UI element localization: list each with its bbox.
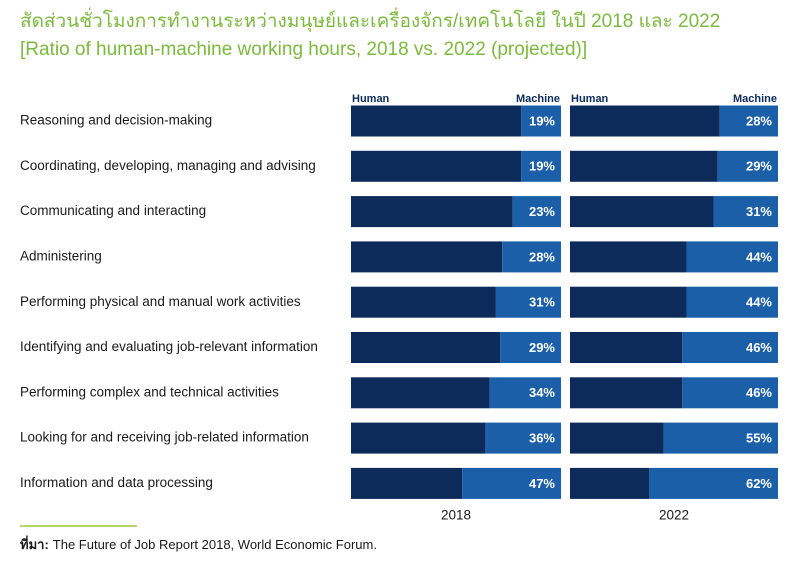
category-label: Coordinating, developing, managing and a… — [20, 158, 316, 173]
machine-bar — [719, 105, 778, 137]
value-label: 46% — [746, 340, 772, 355]
human-bar — [570, 286, 687, 318]
machine-bar — [485, 422, 561, 454]
machine-bar — [462, 467, 561, 499]
machine-bar — [489, 377, 561, 409]
value-label: 28% — [746, 113, 772, 128]
machine-bar — [521, 150, 561, 182]
human-bar — [351, 377, 490, 409]
legend-human: Human — [352, 93, 390, 105]
machine-bar — [713, 196, 778, 228]
human-bar — [570, 105, 720, 137]
category-label: Performing physical and manual work acti… — [20, 294, 301, 309]
value-label: 31% — [529, 295, 555, 310]
value-label: 44% — [746, 249, 772, 264]
human-bar — [570, 332, 683, 363]
value-label: 34% — [529, 385, 555, 400]
category-label: Reasoning and decision-making — [20, 113, 212, 128]
machine-bar — [682, 332, 778, 363]
category-label: Information and data processing — [20, 475, 213, 490]
chart-subtitle: [Ratio of human-machine working hours, 2… — [20, 39, 587, 60]
source-label: ที่มา: — [20, 535, 49, 552]
category-label: Administering — [20, 248, 102, 263]
source: ที่มา: The Future of Job Report 2018, Wor… — [20, 535, 377, 552]
human-bar — [351, 241, 503, 273]
category-label: Performing complex and technical activit… — [20, 384, 279, 399]
panel-label: 2018 — [441, 508, 471, 523]
machine-bar — [512, 196, 561, 228]
value-label: 28% — [529, 249, 555, 264]
value-label: 46% — [746, 385, 772, 400]
machine-bar — [686, 241, 778, 273]
category-label: Communicating and interacting — [20, 203, 206, 218]
value-label: 29% — [529, 340, 555, 355]
machine-bar — [663, 422, 778, 454]
machine-bar — [686, 286, 778, 318]
value-label: 31% — [746, 204, 772, 219]
value-label: 19% — [529, 159, 555, 174]
value-label: 55% — [746, 431, 772, 446]
human-bar — [570, 422, 664, 454]
machine-bar — [717, 150, 778, 182]
machine-bar — [495, 286, 561, 318]
value-label: 29% — [746, 159, 772, 174]
source-text: The Future of Job Report 2018, World Eco… — [53, 537, 377, 552]
panel-label: 2022 — [659, 508, 689, 523]
human-bar — [351, 467, 463, 499]
human-bar — [351, 150, 522, 182]
legend-human: Human — [571, 93, 609, 105]
human-bar — [351, 286, 496, 318]
legend-machine: Machine — [733, 93, 777, 105]
category-label: Looking for and receiving job-related in… — [20, 430, 309, 445]
human-bar — [570, 196, 714, 228]
category-label: Identifying and evaluating job-relevant … — [20, 339, 318, 354]
machine-bar — [502, 241, 561, 273]
human-bar — [351, 422, 486, 454]
machine-bar — [649, 467, 778, 499]
human-bar — [351, 105, 522, 137]
value-label: 47% — [529, 476, 555, 491]
human-bar — [570, 377, 683, 409]
human-bar — [570, 241, 687, 273]
value-label: 36% — [529, 431, 555, 446]
value-label: 44% — [746, 295, 772, 310]
machine-bar — [682, 377, 778, 409]
value-label: 23% — [529, 204, 555, 219]
machine-bar — [500, 332, 561, 363]
human-bar — [351, 196, 513, 228]
legend-machine: Machine — [516, 93, 560, 105]
machine-bar — [521, 105, 561, 137]
value-label: 62% — [746, 476, 772, 491]
value-label: 19% — [529, 113, 555, 128]
chart-title: สัดส่วนชั่วโมงการทำงานระหว่างมนุษย์และเค… — [20, 7, 720, 33]
human-bar — [570, 467, 650, 499]
human-bar — [351, 332, 501, 363]
human-bar — [570, 150, 718, 182]
